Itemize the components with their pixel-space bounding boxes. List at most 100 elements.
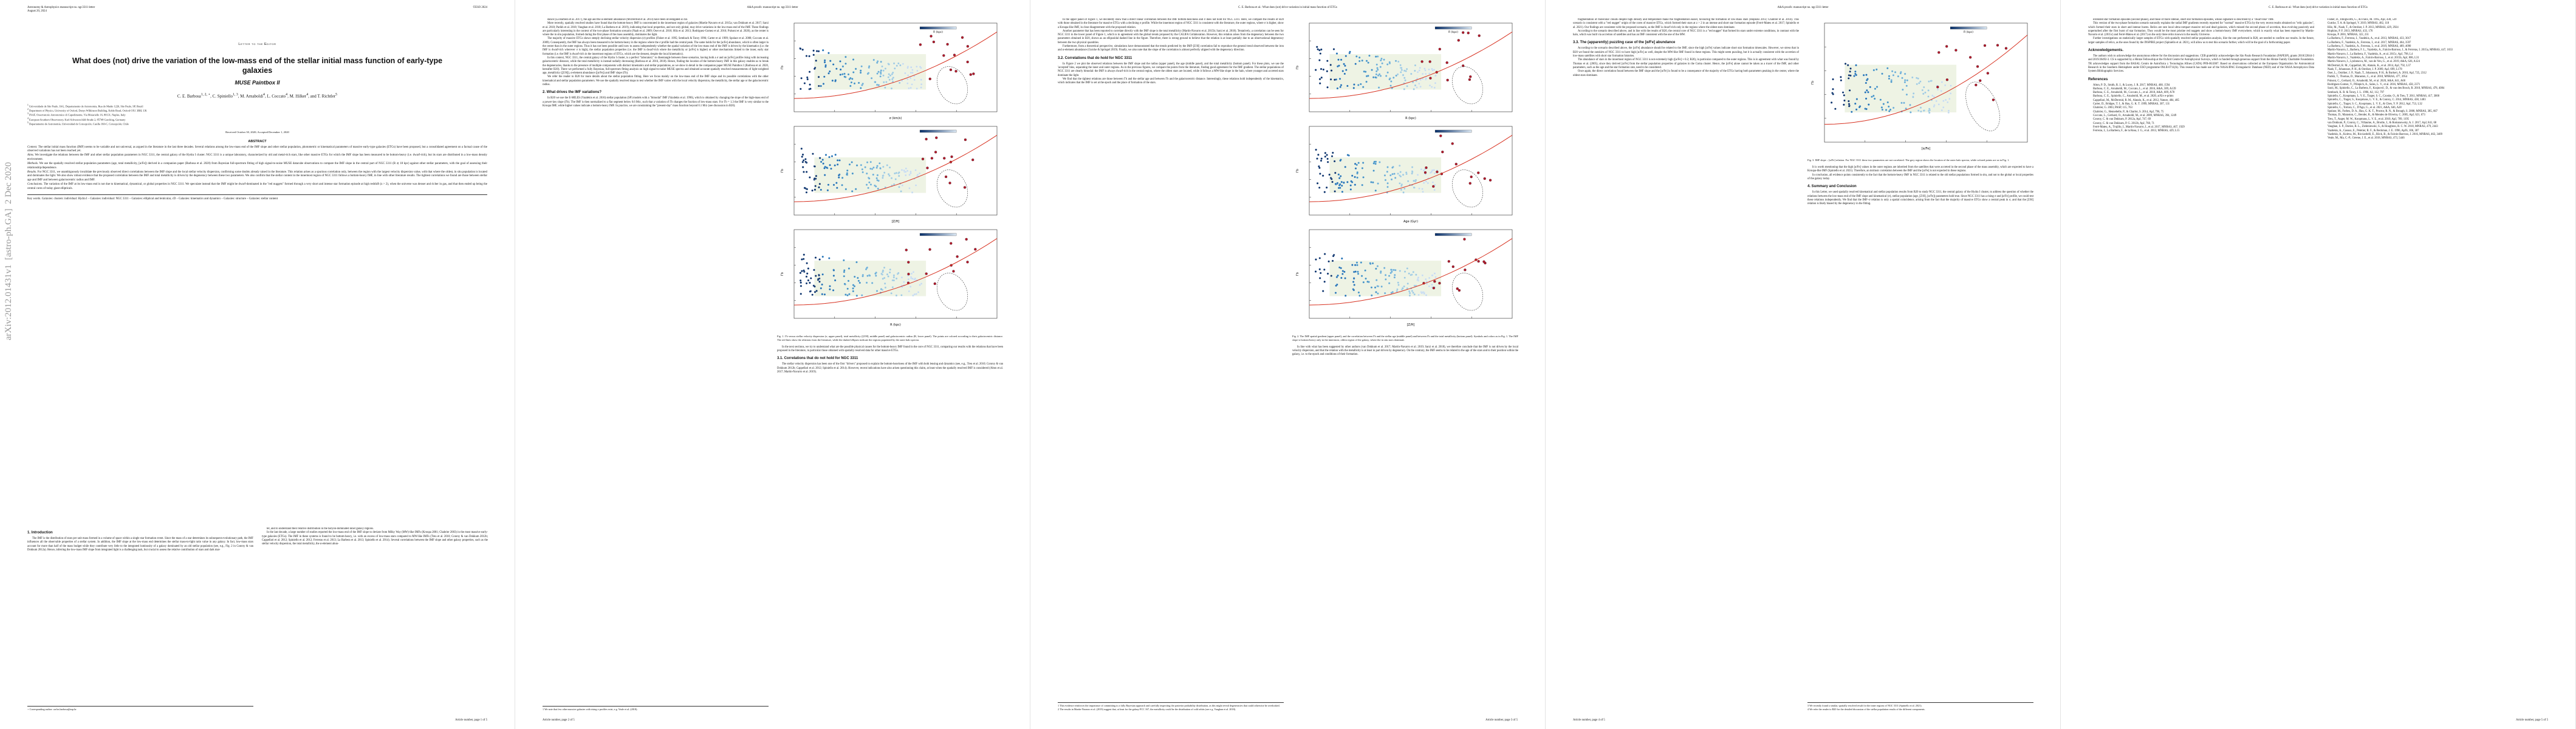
text-column: ter, and to understand their relative di… [262,527,488,711]
affiliation-text: INAF, Osservatorio Astronomico di Capodi… [29,113,126,117]
scatter-point [852,287,854,290]
keywords: Key words. Galaxies: clusters: individua… [27,194,487,201]
scatter-point [1323,253,1326,255]
highlight-point [1441,150,1444,154]
scatter-point [1430,170,1433,173]
scatter-point [1394,60,1397,63]
scatter-point [866,161,869,163]
scatter-point [1886,67,1889,70]
scatter-point [1316,46,1318,48]
scatter-point [1327,260,1330,263]
scatter-point [882,278,884,280]
paragraph: La Barbera, F., Vazdekis, A., Ferreras, … [2328,45,2411,49]
scatter-point [1370,286,1373,289]
footnote: 3 We recently found a similar, spatially… [1807,704,1922,708]
colorbar [919,26,957,30]
highlight-point [907,261,910,264]
scatter-point [1389,84,1392,87]
scatter-point [1882,103,1885,105]
scatter-point [1419,78,1422,81]
scatter-point [1384,179,1387,182]
colorbar-label: R (kpc) [1448,30,1458,34]
scatter-point [898,81,901,84]
highlight-point [1968,56,1972,59]
highlight-point [1447,260,1450,263]
scatter-point [1851,111,1853,113]
scatter-point [916,65,918,68]
scatter-point [1392,77,1395,79]
scatter-point [861,294,863,296]
scatter-point [1380,285,1383,288]
scatter-point [803,253,805,256]
scatter-point [1338,78,1341,80]
scatter-point [1324,152,1327,154]
paragraph: Oser, L., Ostriker, J. P., Naab, T., Joh… [2328,72,2427,75]
scatter-point [1880,106,1883,109]
header-title: C. E. Barbosa et al.: What does (not) dr… [2269,6,2368,9]
scatter-point [812,152,814,155]
scatter-point [1915,77,1918,80]
scatter-point [1416,174,1419,176]
scatter-point [852,290,855,293]
scatter-point [862,275,864,278]
highlight-point [971,158,975,162]
scatter-point [859,71,862,74]
scatter-point [829,285,831,287]
paragraph: Hilz, M., Naab, T., & Ostriker, J. P. 20… [2328,26,2399,29]
scatter-point [866,172,868,175]
scatter-point [1853,75,1855,77]
scatter-point [1338,177,1341,179]
scatter-point [1431,283,1433,286]
scatter-point [1357,162,1360,164]
paragraph: The authors wish to acknowledge the anon… [2088,55,2314,74]
scatter-point [1379,161,1381,163]
highlight-point [956,255,959,258]
section-heading: References [2088,77,2108,81]
section-heading: 3.1. Correlations that do not hold for N… [777,357,858,361]
scatter-point [883,171,886,174]
scatter-point [1397,281,1399,284]
figure-caption: Fig. 3. IMF slope – [α/Fe] relation. For… [1807,159,2010,162]
scatter-point [920,86,922,89]
scatter-point [1423,292,1425,295]
scatter-point [1332,255,1335,258]
scatter-point [1339,183,1341,186]
abstract-label: Conclusions. [27,183,43,187]
scatter-point [1332,151,1334,154]
header-title: C. E. Barbosa et al.: What does (not) dr… [1238,6,1337,9]
scatter-point [895,172,898,174]
scatter-point [1911,76,1914,79]
scatter-point [879,167,882,169]
scatter-point [869,160,872,163]
scatter-point [823,75,826,78]
section-heading: 1. Introduction [27,531,53,535]
highlight-point [950,155,953,159]
paragraph: Martín-Navarro, I., Lyubenova, M., van d… [2328,60,2420,64]
scatter-point [1334,78,1336,81]
highlight-point [1936,86,1939,89]
paragraph: We find that the tightest relations are … [1058,77,1284,85]
paragraph: We refer the reader to B20 for more deta… [543,75,769,87]
scatter-point [1397,60,1400,63]
scatter-point [1318,78,1321,80]
scatter-point [815,290,818,292]
scatter-point [1362,162,1365,164]
scatter-point [1903,101,1905,104]
scatter-point [1372,169,1375,172]
abstract-text: We use the spatially resolved stellar po… [27,162,487,169]
scatter-point [914,184,917,187]
scatter-point [857,81,860,84]
highlight-point [966,45,969,48]
scatter-point [1919,106,1922,109]
scatter-point [1330,275,1333,277]
scatter-point [1434,74,1437,77]
abstract-paragraph: Methods. We use the spatially resolved s… [27,162,487,170]
scatter-point [1365,277,1367,280]
scatter-point [1940,90,1942,92]
paragraph: Another parameter that has been reported… [1058,29,1284,44]
page-footer: Article number, page 2 of 5 [543,719,575,722]
scatter-point [801,258,803,261]
affiliation-mark: 2 [27,108,29,111]
scatter-point [892,62,896,65]
page-footer: Article number, page 4 of 5 [1573,719,1605,722]
